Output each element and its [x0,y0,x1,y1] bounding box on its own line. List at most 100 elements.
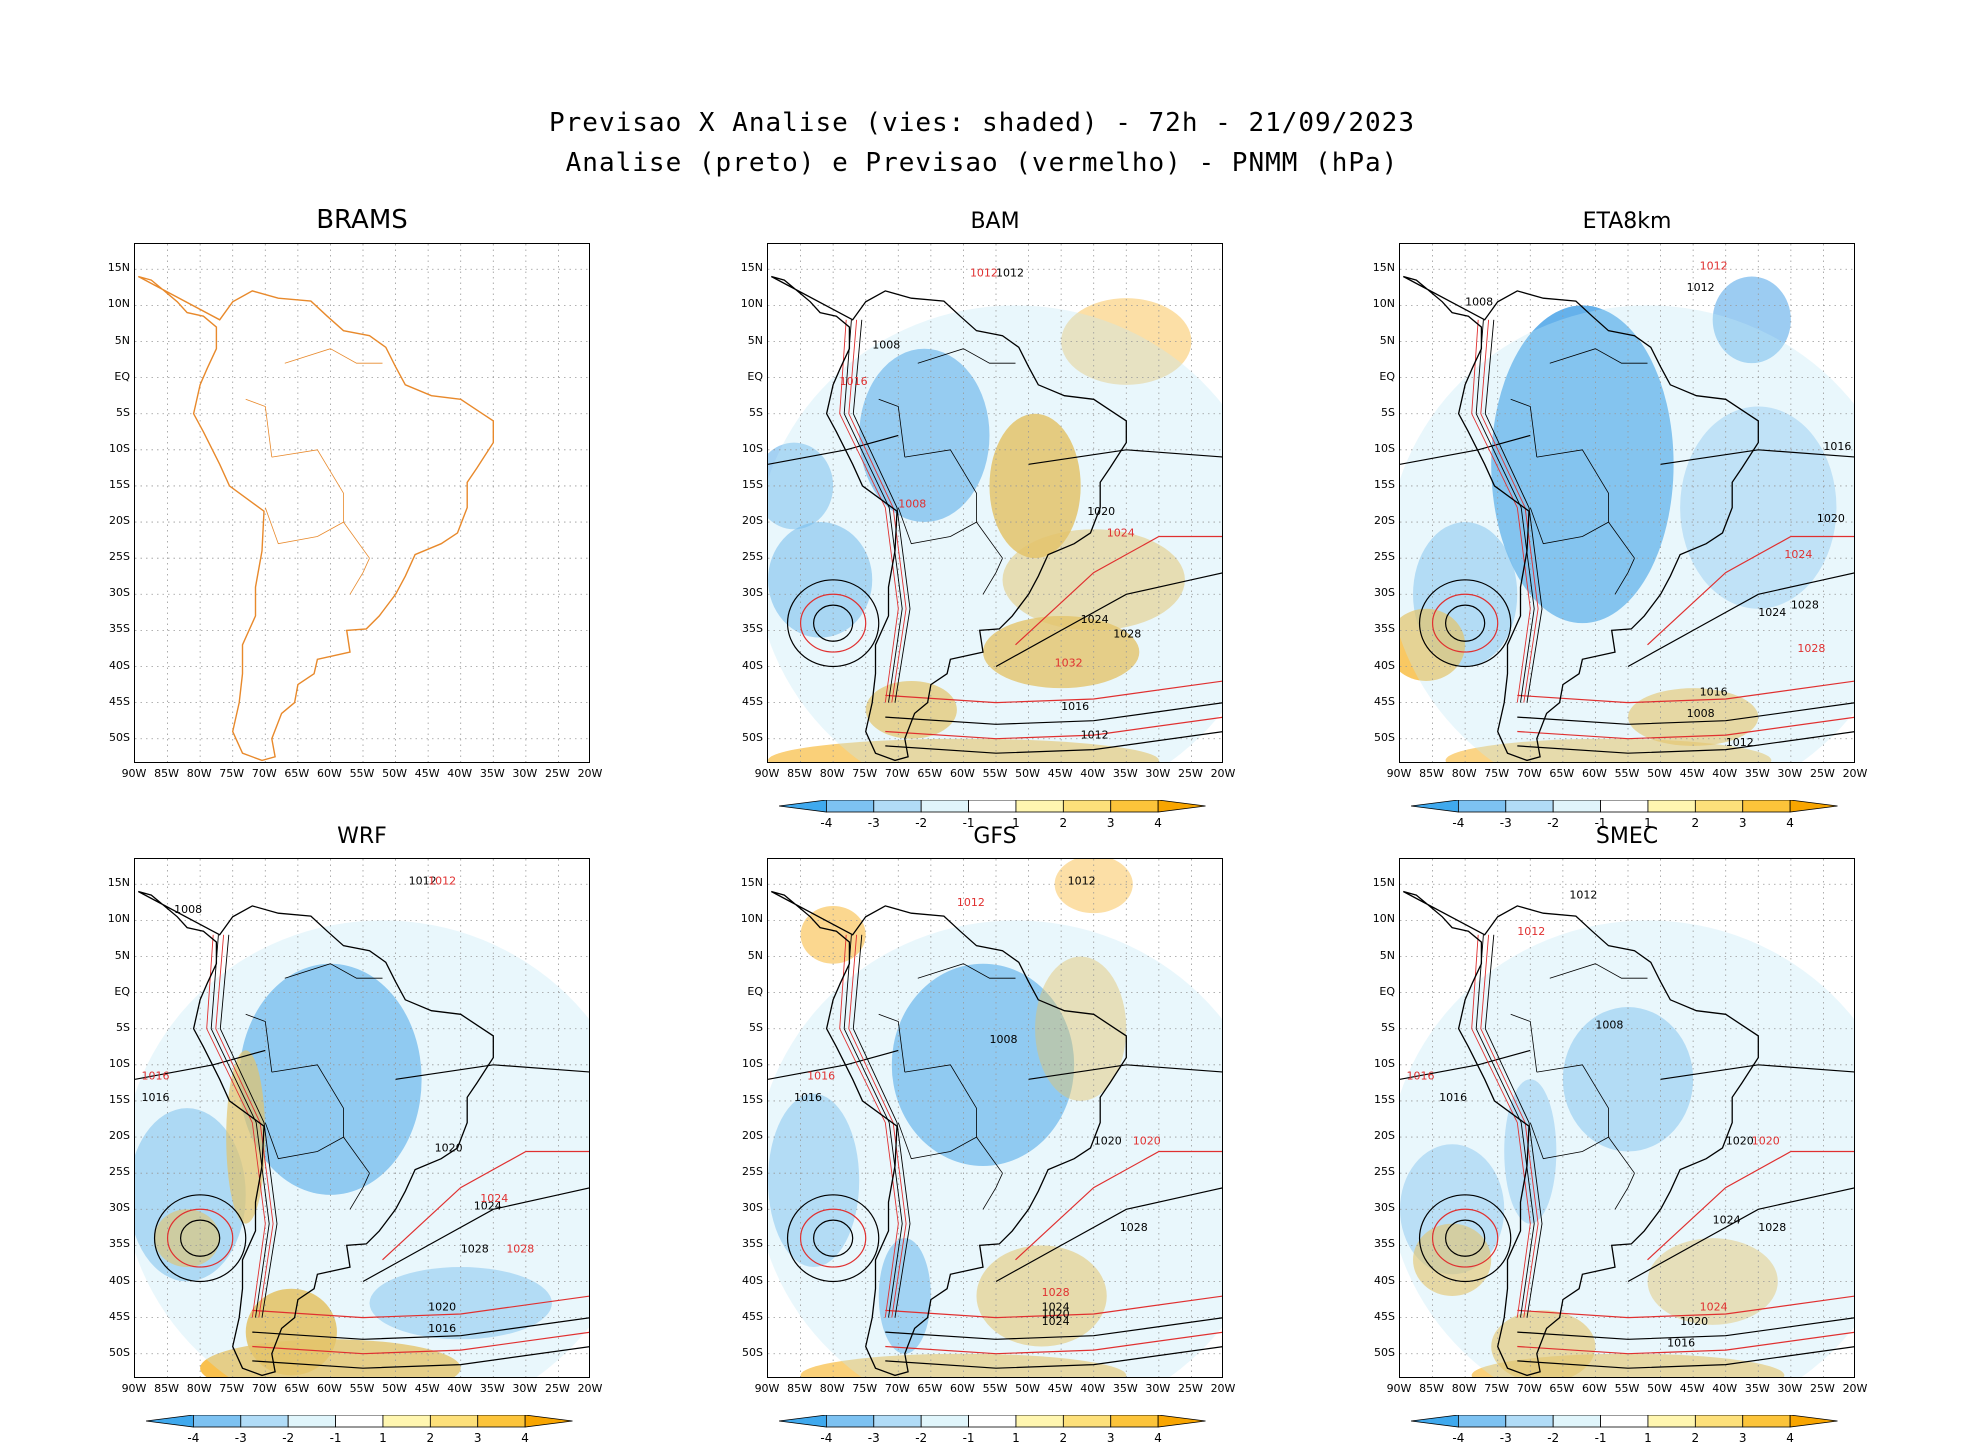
colorbar-swatch [920,1415,969,1428]
country-border [917,348,1016,364]
latitude-tick-label: EQ [747,369,763,383]
longitude-tick-label: 55W [982,1382,1008,1395]
colorbar-swatch [1647,1415,1696,1428]
longitude-tick-label: 50W [1647,767,1672,780]
negative-bias-shade [878,1238,931,1354]
map-panel-brams: BRAMS 15N 10N 5N EQ 5S 10S 15S 20S 25S 30S 35S 40S 45… [108,205,603,780]
south-america-coastline [770,275,1127,762]
analysis-isobar [1627,1187,1854,1283]
longitude-tick-label: 45W [1679,767,1705,780]
country-border [349,1173,370,1210]
map-svg: 1012101210081016102010241024102810321016… [768,244,1222,762]
contour-label: 1024 [1713,1214,1741,1227]
latitude-tick-label: 30S [1374,586,1395,600]
colorbar-swatch [873,800,922,813]
forecast-isobar [885,716,1222,740]
contour-label: 1016 [142,1091,170,1104]
positive-bias-shade [1647,1238,1778,1325]
latitude-tick-label: 15S [742,1092,763,1106]
colorbar-swatch [287,1415,336,1428]
longitude-tick-label: 60W [316,1382,342,1395]
longitude-tick-label: 25W [1809,1382,1835,1395]
contour-label: 1020 [1726,1134,1754,1147]
colorbar-label: 4 [521,1431,529,1445]
analysis-isobar [1475,934,1535,1318]
figure-title-line1: Previsao X Analise (vies: shaded) - 72h … [549,108,1415,138]
longitude-tick-label: 65W [284,767,310,780]
contour-label: 1012 [957,896,985,909]
contour-label: 1024 [1758,606,1786,619]
latitude-tick-label: 40S [742,658,763,672]
colorbar-label: 3 [473,1431,482,1445]
bias-colorbar: -4 -3 -2 -1 1 2 3 4 [779,1415,1215,1445]
colorbar-label: -2 [1547,816,1560,830]
latitude-tick-label: 15S [109,477,130,491]
longitude-tick-label: 35W [1112,1382,1138,1395]
longitude-tick-label: 20W [577,767,603,780]
latitude-tick-label: 10S [1374,441,1395,455]
latitude-tick-label: 40S [1374,1273,1395,1287]
colorbar-label: 2 [1059,816,1068,830]
latitude-tick-label: 25S [1374,1165,1395,1179]
contour-label: 1032 [1055,657,1083,670]
contour-label: 1016 [142,1069,170,1082]
latitude-tick-label: 40S [109,658,130,672]
colorbar-swatch [1505,1415,1554,1428]
colorbar-swatch [1742,800,1791,813]
latitude-tick-label: 20S [1374,514,1395,528]
analysis-isobar [395,1064,589,1080]
positive-bias-shade [1054,859,1133,914]
colorbar-swatch [920,800,969,813]
light-bias-shade [768,305,1222,762]
colorbar-label: -1 [962,1431,975,1445]
negative-bias-shade [859,348,990,523]
longitude-tick-label: 90W [754,767,780,780]
latitude-tick-label: 15N [740,876,763,890]
contour-label: 1012 [1700,259,1728,272]
contour-label: 1008 [1687,707,1715,720]
latitude-tick-label: 10S [109,1056,130,1070]
negative-bias-shade [768,442,834,530]
contour-label: 1016 [1439,1091,1467,1104]
contour-label: 1012 [1517,925,1545,938]
colorbar-swatch [1457,1415,1507,1428]
latitude-tick-label: 5S [749,405,763,419]
colorbar-swatch [1647,800,1696,813]
latitude-tick-label: 5N [114,948,130,962]
longitude-tick-label: 60W [949,1382,975,1395]
light-bias-shade [1400,920,1854,1377]
contour-label: 1012 [1569,889,1597,902]
country-border [1510,398,1538,458]
latitude-tick-label: 45S [1374,1309,1395,1323]
country-border [271,1064,370,1174]
longitude-tick-label: 85W [154,767,179,780]
analysis-isobar [1517,702,1854,725]
latitude-tick-label: 35S [109,622,130,636]
south-america-coastline [1402,890,1759,1377]
latitude-tick-label: 40S [1374,658,1395,672]
contour-label: 1012 [428,874,456,887]
latitude-tick-label: 50S [1374,1345,1395,1359]
colorbar-swatch [1694,800,1744,813]
latitude-tick-label: 50S [109,1345,130,1359]
colorbar-swatch [1157,1415,1206,1428]
analysis-isobar [786,579,880,668]
forecast-isobar [1517,680,1854,704]
longitude-tick-label: 30W [1145,767,1171,780]
latitude-tick-label: 25S [1374,550,1395,564]
colorbar-label: 3 [1106,1431,1115,1445]
positive-bias-shade [1445,738,1772,762]
colorbar-svg [146,1415,573,1428]
colorbar-swatch [1110,800,1159,813]
negative-bias-shade [768,522,873,638]
forecast-isobar [885,680,1222,704]
analysis-isobar [180,1219,221,1257]
latitude-tick-label: 10N [107,297,130,311]
contour-label: 1016 [794,1091,822,1104]
contour-label: 1024 [474,1199,502,1212]
colorbar-swatch [1062,1415,1112,1428]
colorbar-label: 2 [1691,1431,1700,1445]
colorbar-swatch [1157,800,1206,813]
latitude-tick-label: 15N [1372,261,1395,275]
analysis-isobar [1627,572,1854,668]
